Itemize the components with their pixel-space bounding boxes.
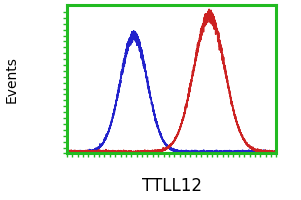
- Y-axis label: Events: Events: [5, 56, 19, 103]
- X-axis label: TTLL12: TTLL12: [141, 177, 202, 195]
